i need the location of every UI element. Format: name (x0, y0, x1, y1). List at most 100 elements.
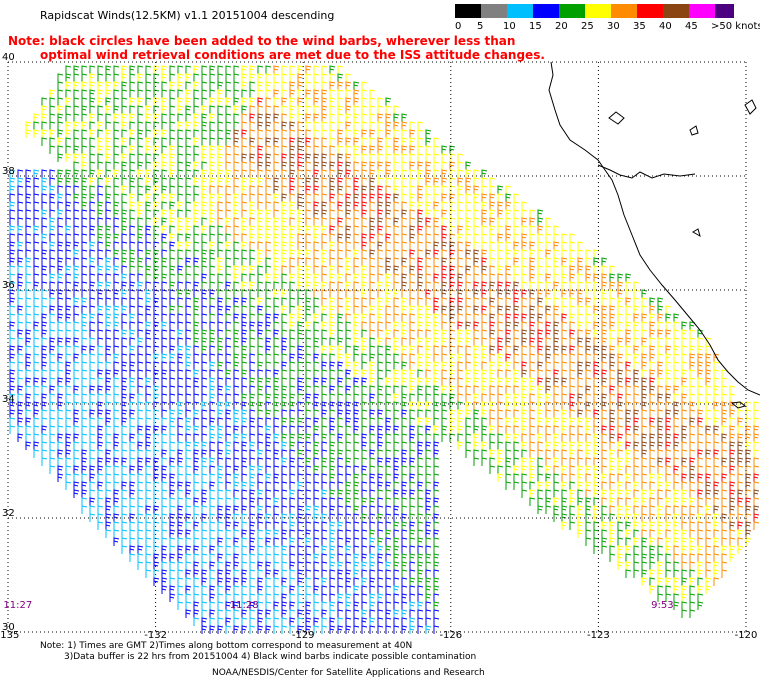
wind-barb (393, 465, 400, 474)
wind-barb (233, 305, 240, 314)
wind-barb (329, 465, 336, 474)
wind-barb (249, 305, 256, 314)
wind-barb (297, 465, 304, 474)
wind-barb (121, 233, 128, 242)
wind-barb (545, 497, 552, 506)
wind-barb (257, 353, 264, 362)
wind-barb (113, 417, 120, 426)
wind-barb (369, 617, 376, 626)
wind-barb (169, 569, 176, 578)
wind-barb (505, 457, 512, 466)
wind-barb (353, 121, 360, 130)
wind-barb (673, 545, 680, 554)
wind-barb (313, 529, 320, 538)
wind-barb (361, 313, 368, 322)
wind-barb (321, 193, 328, 202)
wind-barb (457, 161, 464, 170)
wind-barb (105, 441, 112, 450)
wind-barb (313, 289, 320, 298)
wind-barb (345, 329, 352, 338)
wind-barb (529, 369, 536, 378)
wind-barb (433, 289, 440, 298)
wind-barb (297, 561, 304, 570)
wind-barb (73, 361, 80, 370)
wind-barb (153, 425, 160, 434)
wind-barb (385, 353, 392, 362)
wind-barb (57, 353, 64, 362)
wind-barb (417, 481, 424, 490)
wind-barb (465, 433, 472, 442)
wind-barb (737, 409, 744, 418)
wind-barb (89, 193, 96, 202)
wind-barb (481, 449, 488, 458)
wind-barb (617, 345, 624, 354)
wind-barb (89, 481, 96, 490)
wind-barb (433, 177, 440, 186)
wind-barb (257, 377, 264, 386)
wind-barb (129, 185, 136, 194)
wind-barb (89, 377, 96, 386)
wind-barb (529, 497, 536, 506)
wind-barb (329, 393, 336, 402)
wind-barb (201, 113, 208, 122)
wind-barb (25, 209, 32, 218)
wind-barb (537, 489, 544, 498)
wind-barb (89, 329, 96, 338)
wind-barb (185, 361, 192, 370)
wind-barb (641, 385, 648, 394)
wind-barb (409, 129, 416, 138)
wind-barb (241, 329, 248, 338)
wind-barb (217, 225, 224, 234)
wind-barb (49, 425, 56, 434)
wind-barb (729, 409, 736, 418)
wind-barb (585, 465, 592, 474)
wind-barb (209, 289, 216, 298)
wind-barb (161, 353, 168, 362)
wind-barb (297, 249, 304, 258)
wind-barb (361, 345, 368, 354)
wind-barb (49, 313, 56, 322)
wind-barb (537, 417, 544, 426)
wind-barb (289, 161, 296, 170)
wind-barb (569, 337, 576, 346)
wind-barb (241, 233, 248, 242)
wind-barb (545, 297, 552, 306)
wind-barb (625, 281, 632, 290)
wind-barb (289, 289, 296, 298)
wind-barb (193, 513, 200, 522)
wind-barb (537, 241, 544, 250)
wind-barb (193, 113, 200, 122)
wind-barb (169, 361, 176, 370)
wind-barb (361, 625, 368, 634)
wind-barb (17, 233, 24, 242)
wind-barb (81, 457, 88, 466)
wind-barb (169, 249, 176, 258)
wind-barb (169, 401, 176, 410)
wind-barb (361, 417, 368, 426)
wind-barb (545, 449, 552, 458)
wind-barb (329, 129, 336, 138)
wind-barb (425, 345, 432, 354)
wind-barb (145, 273, 152, 282)
wind-barb (217, 81, 224, 90)
wind-barb (185, 417, 192, 426)
wind-barb (329, 81, 336, 90)
wind-barb (705, 465, 712, 474)
wind-barb (369, 393, 376, 402)
wind-barb (697, 545, 704, 554)
wind-barb (433, 369, 440, 378)
wind-barb (257, 457, 264, 466)
wind-barb (201, 345, 208, 354)
wind-barb (217, 577, 224, 586)
wind-barb (681, 561, 688, 570)
wind-barb (41, 289, 48, 298)
wind-barb (329, 497, 336, 506)
wind-barb (209, 169, 216, 178)
wind-barb (553, 465, 560, 474)
wind-barb (441, 297, 448, 306)
wind-barb (393, 545, 400, 554)
wind-barb (417, 561, 424, 570)
wind-barb (657, 545, 664, 554)
wind-barb (25, 321, 32, 330)
wind-barb (553, 409, 560, 418)
